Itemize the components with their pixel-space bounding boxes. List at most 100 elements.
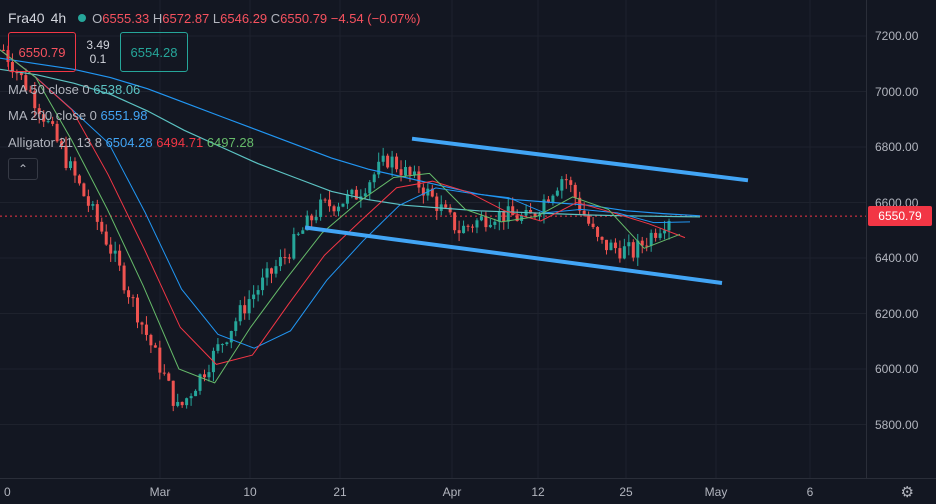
interval-label[interactable]: 4h [50,10,67,26]
time-tick: Apr [442,485,462,499]
candle-body [149,334,153,346]
candle-body [69,161,72,169]
candle-body [493,221,497,225]
high-value: 6572.87 [162,10,210,26]
candle-body [323,199,327,201]
symbol-name[interactable]: Fra40 [8,10,45,26]
candle-body [86,196,90,206]
candle-body [95,204,99,222]
candle-body [345,194,349,204]
candle-body [185,398,189,406]
candle-body [618,248,622,259]
candle-body [247,299,251,314]
candle-body [560,179,564,191]
candle-body [73,161,77,176]
change-value: −4.54 (−0.07%) [330,10,421,26]
candle-body [310,215,314,221]
candle-body [207,372,211,378]
candle-body [283,257,287,259]
candle-body [158,347,162,373]
candle-body [649,232,653,246]
candle-body [448,207,452,213]
candle-body [51,121,55,124]
indicator-ma50[interactable]: MA 50 close 0 6538.06 [8,82,141,97]
candle-body [533,213,537,217]
candle-body [2,49,5,51]
candle-body [645,245,649,247]
candle-body [100,221,104,232]
candle-body [613,242,617,249]
candle-body [270,268,273,274]
candle-body [252,294,256,300]
candle-body [144,324,148,335]
candle-body [421,187,425,196]
alligator-lips-value: 6497.28 [206,135,254,150]
buy-button[interactable]: 6554.28 [120,32,188,72]
candle-body [274,266,278,274]
candle-body [488,224,492,228]
candle-body [28,90,32,92]
candle-body [42,114,46,122]
candle-body [55,123,59,142]
time-tick: 6 [806,485,814,499]
candle-body [377,161,381,175]
candle-body [471,226,474,228]
candle-body [404,167,407,176]
candle-body [636,240,640,258]
candle-body [104,231,108,245]
candle-body [153,345,157,348]
candle-body [109,244,113,254]
symbol-legend: Fra40 4h O6555.33 H6572.87 L6546.29 C655… [8,8,420,28]
candle-body [256,290,260,295]
channel-lower-line [304,225,723,285]
candle-body [243,305,247,314]
candle-body [587,215,591,224]
time-tick: 10 [243,485,257,499]
low-value: 6546.29 [220,10,268,26]
alligator-teeth-line [0,49,686,365]
candle-body [435,196,439,211]
candle-body [453,212,457,231]
candle-body [91,204,95,206]
chevron-up-icon: ⌃ [17,162,29,176]
candle-body [667,220,671,231]
time-tick: 0 [4,485,11,499]
chart-canvas[interactable] [0,0,866,478]
candle-body [319,199,323,217]
candle-body [515,215,519,221]
gear-icon[interactable]: ⚙ [900,484,914,501]
candle-body [596,227,600,237]
candle-body [118,250,122,266]
spread-value: 3.49 [86,38,110,52]
candle-body [131,297,135,299]
candle-body [497,211,501,222]
sell-button[interactable]: 6550.79 [8,32,76,72]
chart-area[interactable]: Fra40 4h O6555.33 H6572.87 L6546.29 C655… [0,0,866,478]
candle-body [529,209,533,214]
indicator-ma200[interactable]: MA 200 close 0 6551.98 [8,108,148,123]
time-axis[interactable]: ⚙ 0 Mar 10 21 Apr 12 25 May 6 [0,478,936,504]
candle-body [265,268,269,278]
price-axis[interactable]: 7200.00 7000.00 6800.00 6600.00 6400.00 6200.… [866,0,936,478]
candle-body [462,225,466,234]
candle-body [314,216,318,221]
candle-body [430,188,434,197]
candle-body [350,189,354,195]
candle-body [622,246,626,259]
candle-body [417,171,421,188]
candle-body [64,145,68,169]
candle-body [341,203,345,207]
indicator-alligator[interactable]: Alligator 21 13 8 6504.28 6494.71 6497.2… [8,135,254,150]
candle-body [82,183,86,197]
candle-body [609,242,613,251]
candle-body [363,193,367,197]
candle-body [395,156,399,170]
candle-body [412,171,416,175]
price-tick: 6600.00 [875,195,919,210]
price-tick: 6200.00 [875,306,919,321]
collapse-legend-button[interactable]: ⌃ [8,158,38,180]
candle-body [229,330,233,343]
candle-body [479,216,483,221]
ma200-value: 6551.98 [100,108,148,123]
candle-body [332,206,336,212]
